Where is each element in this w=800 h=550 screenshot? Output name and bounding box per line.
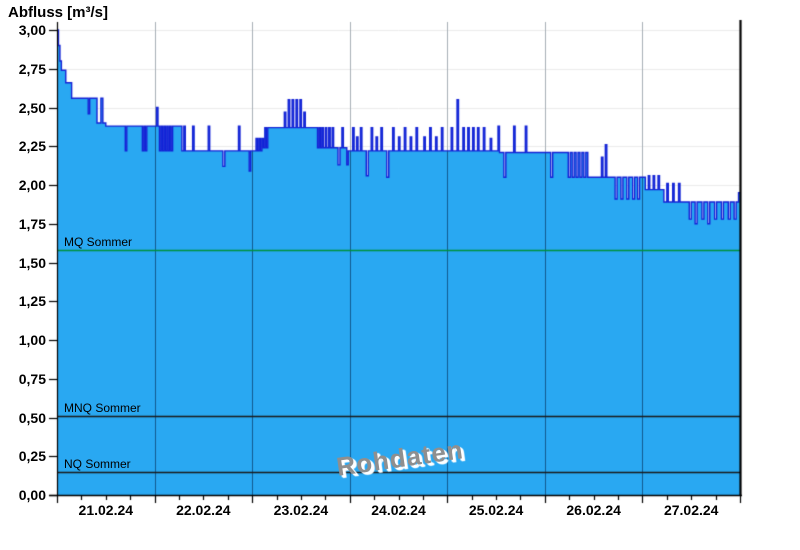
x-tick-label: 26.02.24 [566, 502, 621, 518]
y-tick-label: 0,50 [18, 409, 46, 426]
x-tick-label: 23.02.24 [273, 502, 329, 518]
y-tick-label: 3,00 [18, 22, 46, 38]
y-tick-label: 1,75 [18, 215, 46, 232]
y-tick-label: 0,25 [18, 448, 46, 465]
chart-title: Abfluss [m³/s] [8, 4, 109, 21]
y-tick-label: 2,25 [18, 138, 46, 155]
x-tick-label: 21.02.24 [78, 502, 134, 518]
y-tick-label: 2,00 [18, 177, 46, 193]
y-tick-label: 2,75 [18, 60, 46, 77]
reference-label-mq-sommer: MQ Sommer [64, 235, 133, 250]
y-tick-label: 1,50 [18, 254, 46, 271]
y-tick-label: 1,25 [18, 293, 46, 310]
y-tick-label: 0,00 [18, 487, 46, 503]
x-tick-label: 25.02.24 [468, 502, 524, 518]
x-tick-label: 24.02.24 [371, 502, 426, 518]
reference-label-mnq-sommer: MNQ Sommer [64, 400, 141, 415]
x-tick-label: 22.02.24 [176, 502, 231, 518]
reference-label-nq-sommer: NQ Sommer [64, 456, 131, 471]
y-tick-label: 0,75 [18, 370, 46, 387]
x-tick-label: 27.02.24 [663, 502, 719, 518]
y-tick-label: 1,00 [18, 332, 46, 348]
y-tick-label: 2,50 [18, 99, 46, 116]
